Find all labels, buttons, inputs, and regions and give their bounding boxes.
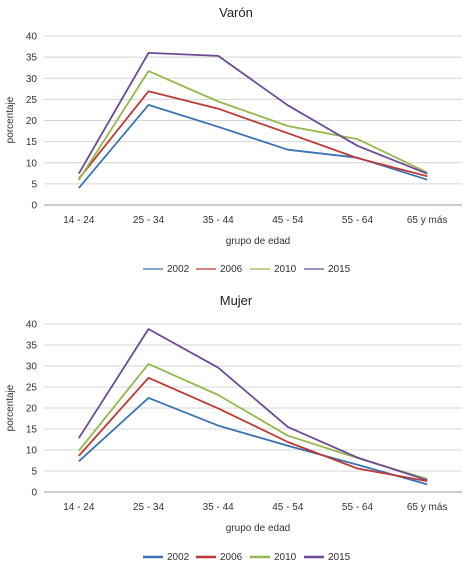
y-tick-label: 20 bbox=[26, 404, 38, 415]
legend-label: 2015 bbox=[328, 552, 351, 563]
x-tick-label: 45 - 54 bbox=[272, 215, 304, 226]
x-tick-label: 25 - 34 bbox=[133, 502, 165, 513]
x-tick-label: 14 - 24 bbox=[63, 215, 95, 226]
y-tick-label: 5 bbox=[31, 179, 37, 190]
legend-label: 2010 bbox=[274, 552, 297, 563]
series-line-2006 bbox=[78, 90, 428, 180]
y-tick-label: 15 bbox=[26, 425, 38, 436]
x-axis-label: grupo de edad bbox=[226, 523, 291, 534]
series-line-2006 bbox=[78, 376, 428, 482]
x-tick-labels: 14 - 24 25 - 34 35 - 44 45 - 54 55 - 64 65 y … bbox=[63, 502, 447, 513]
x-tick-label: 55 - 64 bbox=[342, 502, 374, 513]
x-tick-label: 55 - 64 bbox=[342, 215, 374, 226]
legend: 2002 2006 2010 2015 bbox=[143, 552, 351, 563]
y-tick-labels: 0 5 10 15 20 25 30 35 40 bbox=[26, 320, 38, 499]
y-tick-label: 20 bbox=[26, 116, 38, 127]
x-axis-label: grupo de edad bbox=[226, 236, 291, 247]
chart-title: Varón bbox=[219, 5, 253, 20]
y-tick-label: 10 bbox=[26, 158, 38, 169]
series-lines bbox=[78, 328, 428, 486]
y-tick-label: 40 bbox=[26, 32, 38, 43]
x-tick-label: 25 - 34 bbox=[133, 215, 165, 226]
y-tick-label: 0 bbox=[31, 201, 37, 212]
x-tick-label: 45 - 54 bbox=[272, 502, 304, 513]
y-tick-label: 30 bbox=[26, 74, 38, 85]
chart-title: Mujer bbox=[220, 293, 253, 308]
y-tick-label: 15 bbox=[26, 137, 38, 148]
y-tick-labels: 0 5 10 15 20 25 30 35 40 bbox=[26, 32, 38, 212]
y-axis-label: porcentaje bbox=[5, 96, 16, 143]
series-lines bbox=[78, 52, 428, 189]
series-line-2015 bbox=[78, 52, 428, 175]
x-tick-label: 35 - 44 bbox=[203, 215, 235, 226]
x-tick-labels: 14 - 24 25 - 34 35 - 44 45 - 54 55 - 64 65 y … bbox=[63, 215, 447, 226]
y-tick-label: 40 bbox=[26, 320, 38, 331]
series-line-2010 bbox=[78, 362, 428, 480]
legend-label: 2002 bbox=[167, 552, 190, 563]
y-tick-label: 35 bbox=[26, 53, 38, 64]
legend: 2002 2006 2010 2015 bbox=[143, 264, 351, 275]
y-tick-label: 35 bbox=[26, 341, 38, 352]
chart-varon: Varón 0 5 10 15 20 25 30 35 40 14 - 24 25 - 34 35 … bbox=[5, 5, 462, 275]
y-tick-label: 30 bbox=[26, 362, 38, 373]
x-tick-label: 65 y más bbox=[407, 502, 448, 513]
legend-label: 2006 bbox=[220, 552, 243, 563]
legend-label: 2010 bbox=[274, 264, 297, 275]
x-tick-label: 35 - 44 bbox=[203, 502, 235, 513]
series-line-2015 bbox=[78, 328, 428, 482]
y-tick-label: 0 bbox=[31, 488, 37, 499]
y-tick-label: 10 bbox=[26, 446, 38, 457]
chart-mujer: Mujer 0 5 10 15 20 25 30 35 40 14 - 24 25 - 34 35 … bbox=[5, 293, 462, 563]
y-axis-label: porcentaje bbox=[5, 384, 16, 431]
y-tick-label: 5 bbox=[31, 467, 37, 478]
gridlines bbox=[44, 35, 462, 185]
y-tick-label: 25 bbox=[26, 383, 38, 394]
x-tick-label: 65 y más bbox=[407, 215, 448, 226]
legend-label: 2015 bbox=[328, 264, 351, 275]
legend-label: 2002 bbox=[167, 264, 190, 275]
legend-label: 2006 bbox=[220, 264, 243, 275]
x-tick-label: 14 - 24 bbox=[63, 502, 95, 513]
series-line-2002 bbox=[78, 396, 428, 486]
series-line-2010 bbox=[78, 70, 428, 181]
y-tick-label: 25 bbox=[26, 95, 38, 106]
